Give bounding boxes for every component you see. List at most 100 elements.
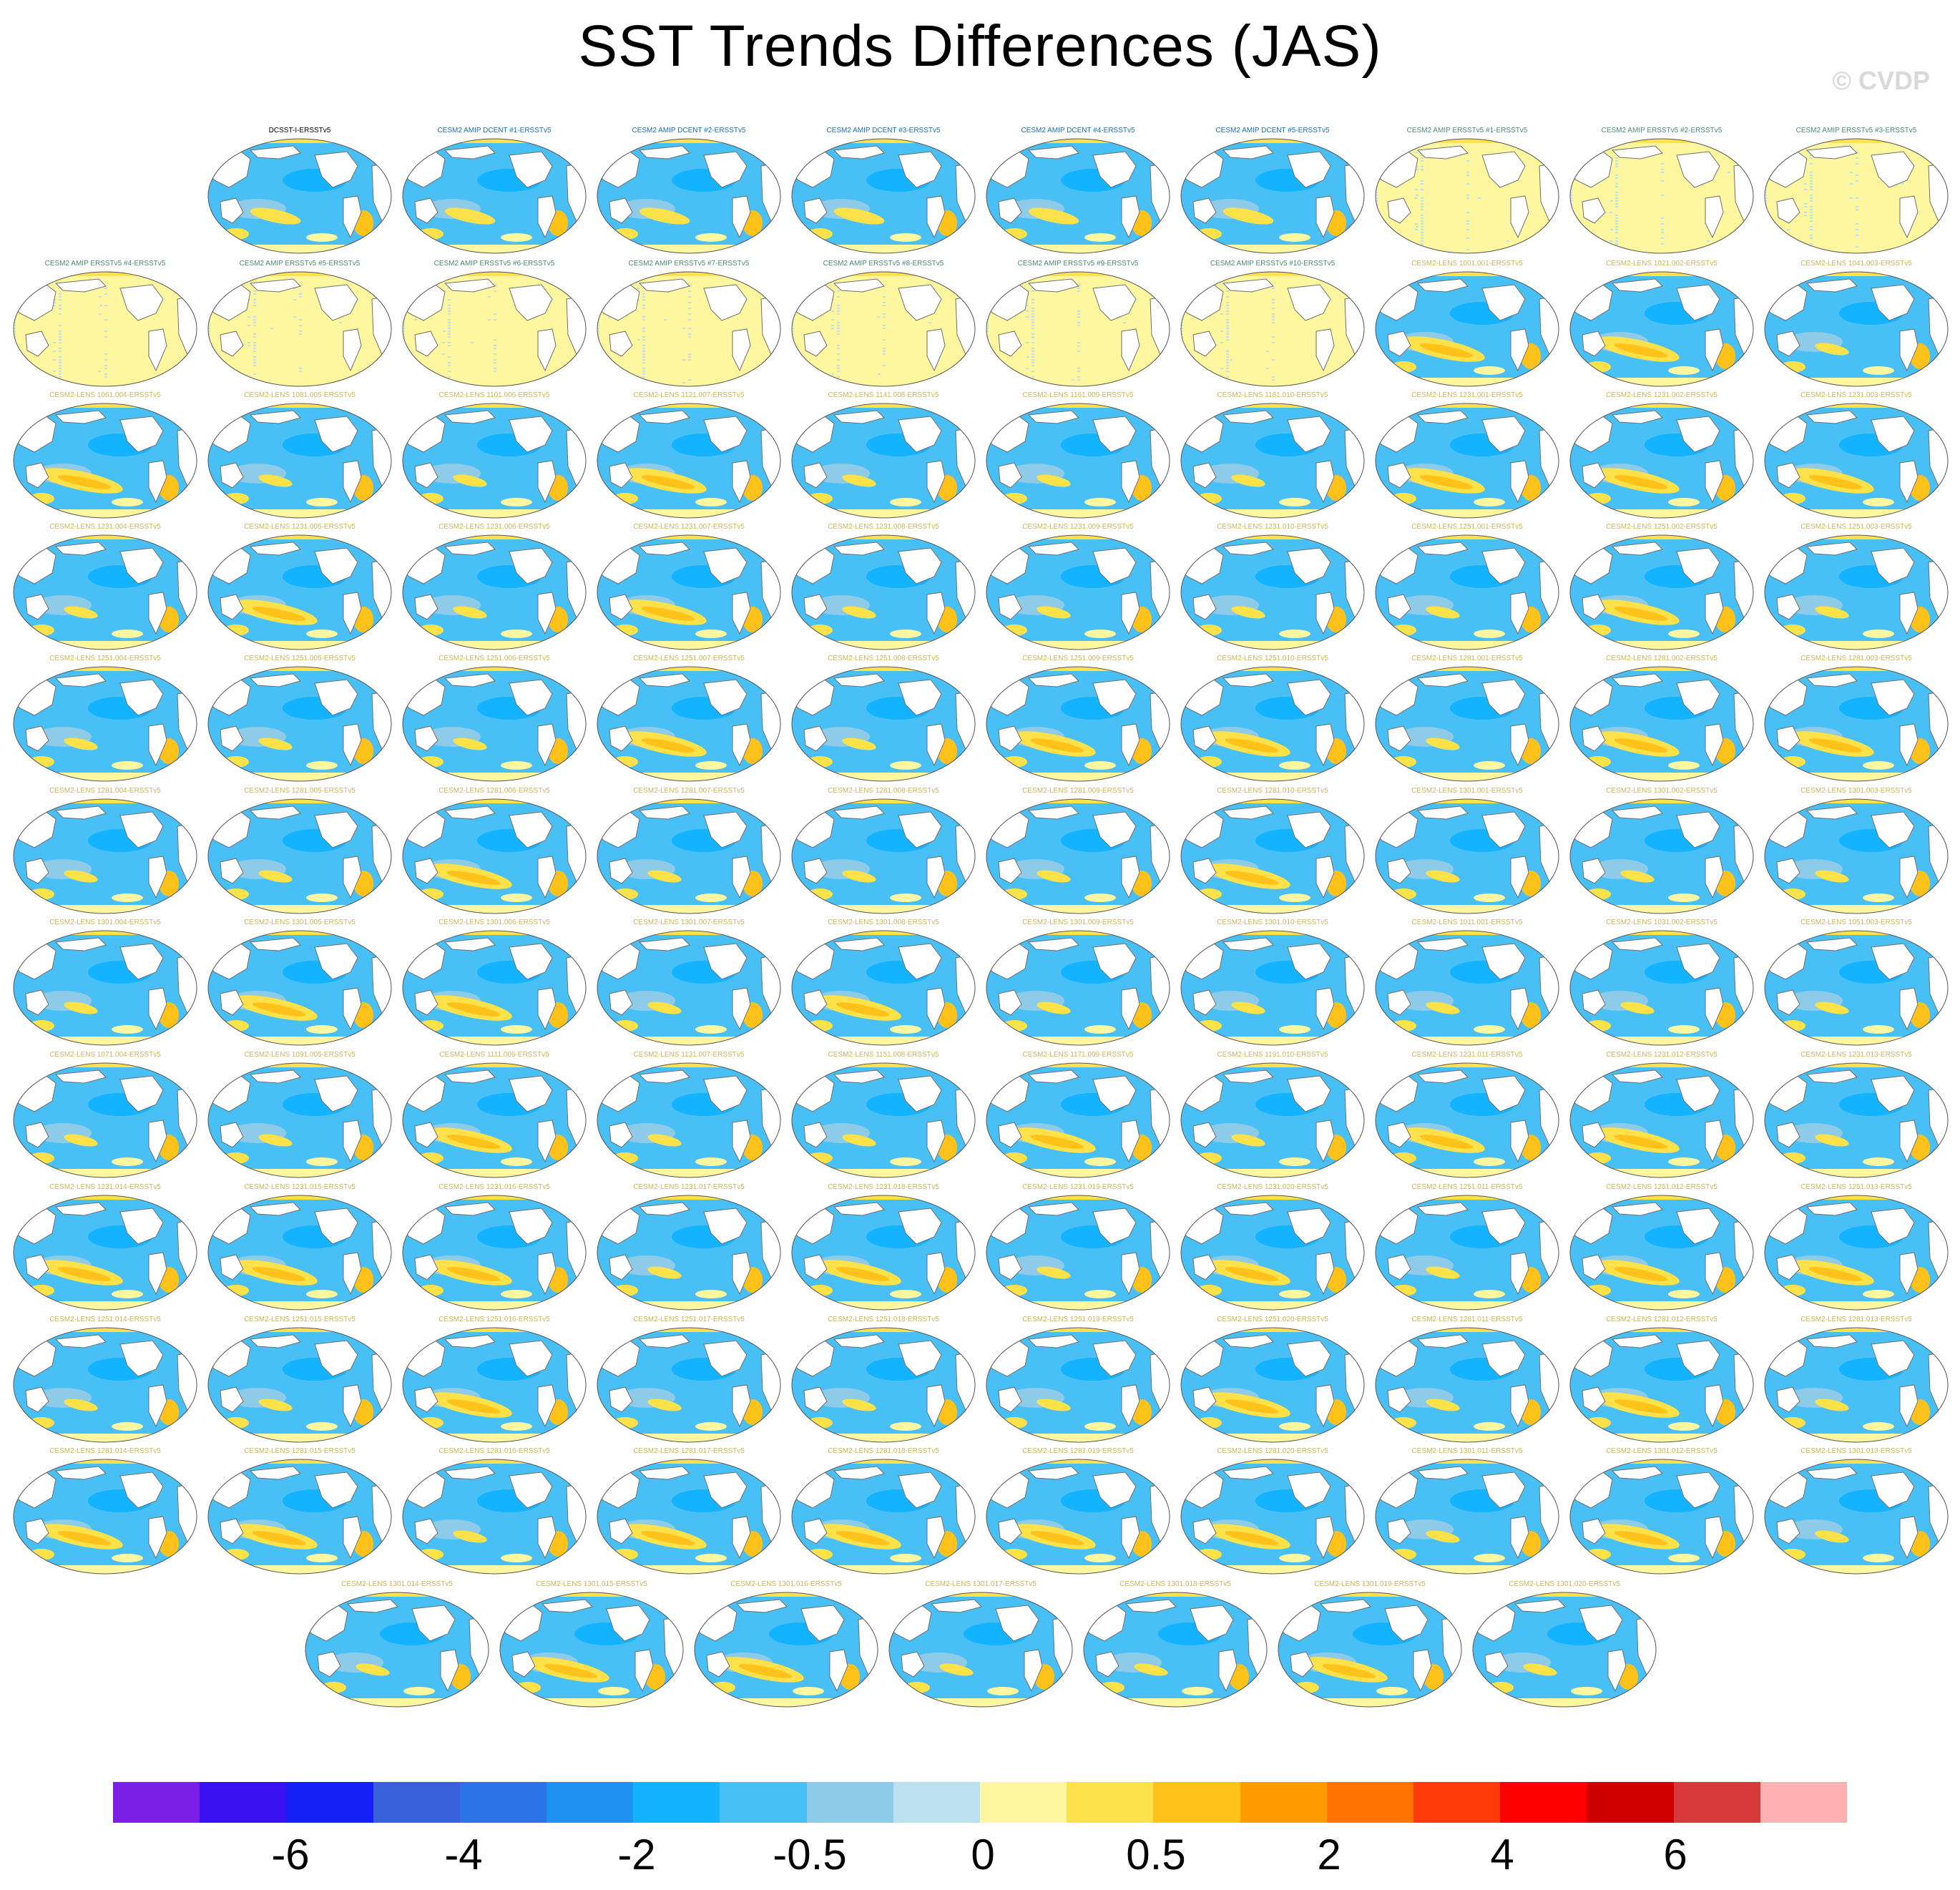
map-panel: CESM2-LENS 1301.010-ERSSTv5 (1179, 918, 1366, 1047)
panel-label: CESM2-LENS 1051.003-ERSSTv5 (1800, 919, 1912, 926)
colorbar-tick-label: 4 (1490, 1831, 1514, 1879)
panel-label: CESM2-LENS 1281.017-ERSSTv5 (633, 1447, 745, 1455)
colorbar-swatch (1587, 1782, 1675, 1823)
world-map (986, 534, 1170, 650)
map-panel: CESM2 AMIP ERSSTv5 #2-ERSSTv5 (1568, 126, 1755, 255)
map-panel: CESM2 AMIP ERSSTv5 #7-ERSSTv5 (595, 259, 783, 388)
map-panel: CESM2-LENS 1281.003-ERSSTv5 (1763, 654, 1950, 783)
map-panel: CESM2-LENS 1231.015-ERSSTv5 (206, 1183, 393, 1311)
panel-label: CESM2-LENS 1301.004-ERSSTv5 (49, 919, 161, 926)
world-map (402, 1195, 587, 1311)
world-map (13, 1327, 197, 1443)
world-map (597, 403, 781, 519)
world-map (207, 1195, 392, 1311)
world-map (597, 1459, 781, 1575)
panel-label: CESM2-LENS 1251.004-ERSSTv5 (49, 655, 161, 662)
world-map (1569, 930, 1754, 1046)
map-panel: CESM2 AMIP DCENT #1-ERSSTv5 (401, 126, 588, 255)
panel-label: CESM2-LENS 1231.005-ERSSTv5 (244, 523, 356, 531)
world-map (597, 1062, 781, 1178)
map-panel: CESM2-LENS 1301.013-ERSSTv5 (1763, 1446, 1950, 1575)
world-map (597, 271, 781, 387)
world-map (402, 403, 587, 519)
map-panel: CESM2-LENS 1301.011-ERSSTv5 (1373, 1446, 1561, 1575)
panel-label: CESM2-LENS 1251.015-ERSSTv5 (244, 1316, 356, 1323)
world-map (1764, 666, 1949, 782)
world-map (1569, 1327, 1754, 1443)
world-map (207, 930, 392, 1046)
map-panel: CESM2-LENS 1301.018-ERSSTv5 (1082, 1580, 1269, 1708)
colorbar-swatch (286, 1782, 374, 1823)
colorbar-swatch (1326, 1782, 1414, 1823)
map-panel: CESM2-LENS 1281.011-ERSSTv5 (1373, 1315, 1561, 1444)
panel-label: CESM2-LENS 1301.016-ERSSTv5 (730, 1580, 842, 1588)
map-panel: CESM2-LENS 1301.019-ERSSTv5 (1276, 1580, 1464, 1708)
panel-label: CESM2 AMIP ERSSTv5 #2-ERSSTv5 (1601, 127, 1723, 134)
panel-label: CESM2 AMIP DCENT #2-ERSSTv5 (632, 127, 746, 134)
colorbar-swatch (1760, 1782, 1848, 1823)
panel-label: CESM2 AMIP DCENT #1-ERSSTv5 (437, 127, 552, 134)
map-panel: CESM2-LENS 1001.001-ERSSTv5 (1373, 259, 1561, 388)
world-map (597, 930, 781, 1046)
map-panel: CESM2-LENS 1161.009-ERSSTv5 (984, 391, 1172, 519)
map-panel: CESM2-LENS 1231.019-ERSSTv5 (984, 1183, 1172, 1311)
world-map (207, 271, 392, 387)
map-panel: CESM2-LENS 1121.007-ERSSTv5 (595, 391, 783, 519)
colorbar-tick-label: 0 (971, 1831, 995, 1879)
panel-label: CESM2 AMIP ERSSTv5 #6-ERSSTv5 (433, 260, 555, 268)
world-map (207, 798, 392, 914)
figure-title: SST Trends Differences (JAS) (578, 14, 1382, 79)
world-map (499, 1592, 684, 1708)
world-map (1375, 666, 1559, 782)
panel-label: CESM2-LENS 1251.008-ERSSTv5 (828, 655, 939, 662)
world-map (1569, 666, 1754, 782)
world-map (1764, 271, 1949, 387)
world-map (1180, 534, 1365, 650)
world-map (791, 1195, 976, 1311)
panel-label: CESM2-LENS 1231.020-ERSSTv5 (1217, 1183, 1328, 1191)
map-panel: CESM2-LENS 1251.011-ERSSTv5 (1373, 1183, 1561, 1311)
world-map (207, 1062, 392, 1178)
panel-label: CESM2-LENS 1281.008-ERSSTv5 (828, 787, 939, 795)
map-panel: CESM2-LENS 1251.018-ERSSTv5 (790, 1315, 977, 1444)
world-map (13, 1195, 197, 1311)
world-map (1569, 798, 1754, 914)
world-map (402, 1459, 587, 1575)
panel-label: CESM2-LENS 1281.016-ERSSTv5 (438, 1447, 550, 1455)
world-map (1180, 666, 1365, 782)
panel-label: CESM2-LENS 1301.005-ERSSTv5 (244, 919, 356, 926)
map-panel: CESM2-LENS 1251.005-ERSSTv5 (206, 654, 393, 783)
panel-label: CESM2-LENS 1231.009-ERSSTv5 (1022, 523, 1134, 531)
panel-label: CESM2-LENS 1171.009-ERSSTv5 (1022, 1051, 1134, 1059)
map-panel: CESM2 AMIP ERSSTv5 #10-ERSSTv5 (1179, 259, 1366, 388)
world-map (402, 271, 587, 387)
map-panel: CESM2-LENS 1251.004-ERSSTv5 (11, 654, 199, 783)
world-map (1764, 1062, 1949, 1178)
map-panel: CESM2-LENS 1251.019-ERSSTv5 (984, 1315, 1172, 1444)
world-map (597, 1195, 781, 1311)
panel-label: CESM2-LENS 1281.015-ERSSTv5 (244, 1447, 356, 1455)
map-panel: CESM2 AMIP DCENT #4-ERSSTv5 (984, 126, 1172, 255)
panel-label: CESM2-LENS 1301.009-ERSSTv5 (1022, 919, 1134, 926)
world-map (207, 1459, 392, 1575)
map-panel: CESM2-LENS 1301.020-ERSSTv5 (1471, 1580, 1658, 1708)
map-panel: CESM2 AMIP ERSSTv5 #9-ERSSTv5 (984, 259, 1172, 388)
panel-label: CESM2-LENS 1121.007-ERSSTv5 (633, 391, 745, 399)
panel-label: CESM2-LENS 1251.014-ERSSTv5 (49, 1316, 161, 1323)
map-panel: CESM2-LENS 1071.004-ERSSTv5 (11, 1050, 199, 1179)
world-map (1180, 930, 1365, 1046)
panel-label: CESM2-LENS 1301.012-ERSSTv5 (1606, 1447, 1718, 1455)
colorbar-swatch (373, 1782, 461, 1823)
panel-label: CESM2-LENS 1181.010-ERSSTv5 (1217, 391, 1328, 399)
map-panel: CESM2-LENS 1021.002-ERSSTv5 (1568, 259, 1755, 388)
panel-label: CESM2-LENS 1301.006-ERSSTv5 (438, 919, 550, 926)
colorbar-swatch (1240, 1782, 1328, 1823)
world-map (1375, 1062, 1559, 1178)
map-panel: CESM2-LENS 1231.017-ERSSTv5 (595, 1183, 783, 1311)
map-panel: DCSST-I-ERSSTv5 (206, 126, 393, 255)
map-panel: CESM2-LENS 1281.019-ERSSTv5 (984, 1446, 1172, 1575)
panel-label: CESM2-LENS 1281.014-ERSSTv5 (49, 1447, 161, 1455)
panel-label: CESM2-LENS 1061.004-ERSSTv5 (49, 391, 161, 399)
map-panel: CESM2-LENS 1011.001-ERSSTv5 (1373, 918, 1561, 1047)
panel-label: CESM2-LENS 1041.003-ERSSTv5 (1800, 260, 1912, 268)
